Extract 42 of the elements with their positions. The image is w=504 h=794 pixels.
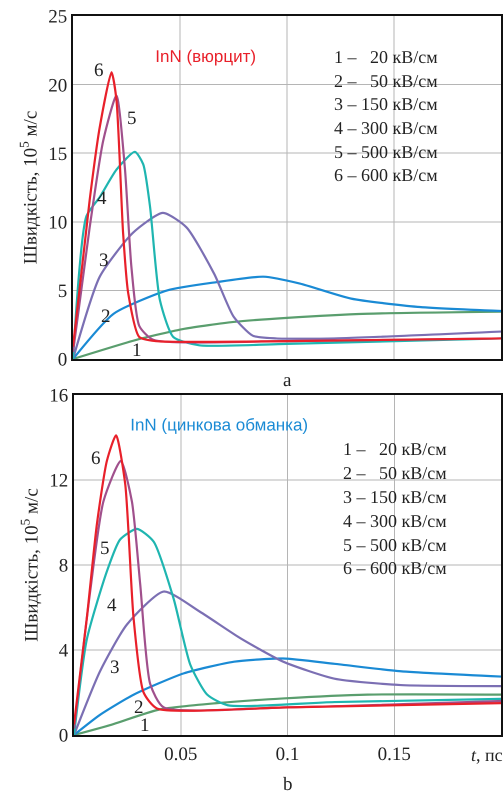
y-tick-label: 5	[58, 281, 68, 302]
annotation: 6 – 600 кВ/см	[334, 165, 438, 185]
y-tick-label: 25	[48, 6, 68, 28]
annotation: 3	[110, 657, 120, 678]
annotation: 2	[134, 697, 144, 718]
y-tick-label: 8	[58, 556, 68, 577]
annotation: 5 – 500 кВ/см	[334, 142, 438, 162]
annotation: 4 – 300 кВ/см	[334, 118, 438, 138]
annotation: 6	[91, 448, 100, 469]
annotation: 3 – 150 кВ/см	[343, 487, 447, 507]
annotation: 4	[107, 595, 117, 616]
y-tick-label: 0	[58, 726, 68, 747]
annotation: 3	[99, 250, 108, 271]
text: b	[283, 774, 292, 794]
text: InN (вюрцит)	[155, 47, 256, 66]
y-tick-label: 16	[49, 386, 68, 407]
y-tick-label: 4	[58, 640, 69, 662]
text: a	[283, 370, 292, 391]
annotation: 5 – 500 кВ/см	[343, 535, 447, 555]
text: InN (цинкова обманка)	[130, 416, 308, 435]
annotation: 1	[132, 340, 142, 361]
annotation: 1 – 20 кВ/см	[334, 47, 438, 67]
x-axis-title: t, пс	[471, 745, 503, 765]
y-tick-label: 15	[48, 144, 68, 165]
annotation: 6 – 600 кВ/см	[343, 558, 447, 578]
y-tick-label: 0	[58, 350, 68, 371]
annotation: 6	[94, 60, 104, 81]
x-tick-label: 0.05	[164, 744, 198, 765]
x-tick-label: 0.1	[276, 744, 300, 765]
annotation: 2 – 50 кВ/см	[334, 71, 438, 91]
annotation: 5	[127, 108, 136, 129]
y-tick-label: 12	[49, 470, 68, 492]
y-tick-label: 20	[48, 75, 68, 96]
annotation: 4 – 300 кВ/см	[343, 511, 447, 531]
annotation: 4	[97, 188, 107, 209]
x-tick-label: 0.15	[378, 744, 411, 765]
y-tick-label: 10	[48, 212, 68, 234]
annotation: 3 – 150 кВ/см	[334, 94, 438, 114]
annotation: 1 – 20 кВ/см	[343, 439, 447, 459]
annotation: 5	[100, 538, 110, 559]
annotation: 1	[140, 715, 150, 736]
annotation: 2 – 50 кВ/см	[343, 463, 447, 483]
